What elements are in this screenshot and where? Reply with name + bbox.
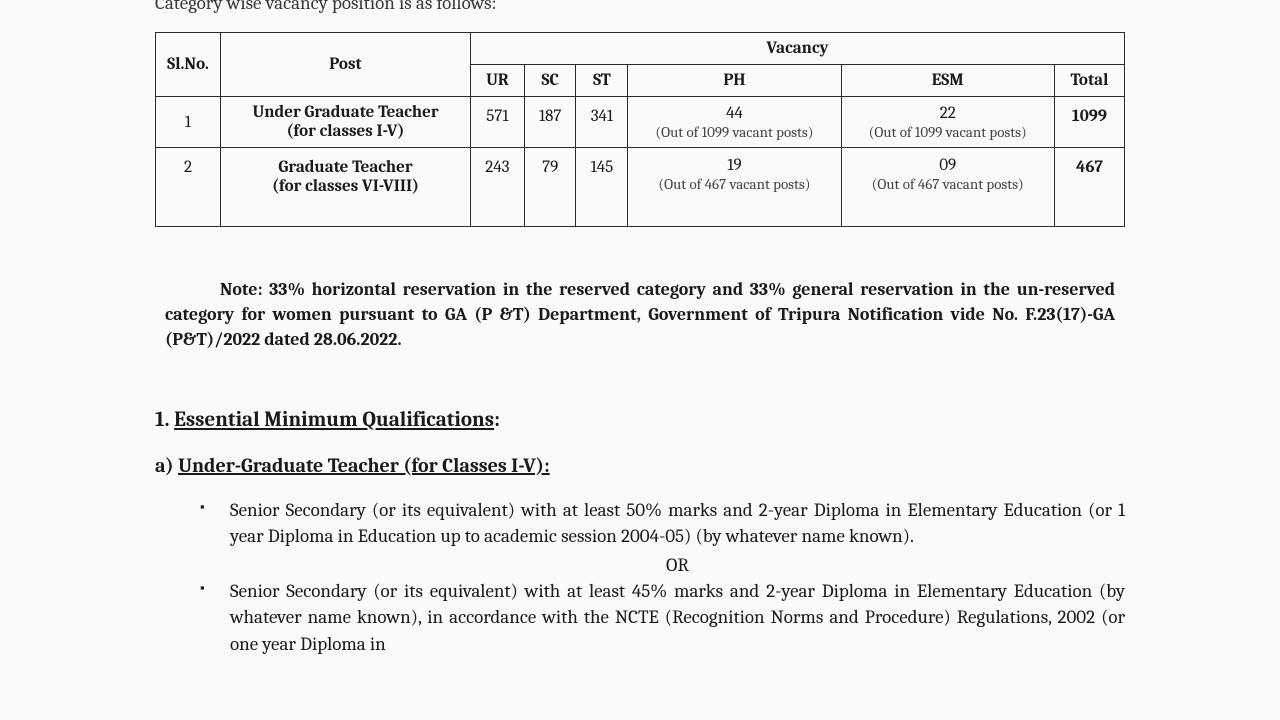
th-slno: Sl.No.	[156, 33, 221, 97]
esm-note: (Out of 1099 vacant posts)	[852, 123, 1044, 141]
note-block: Note: 33% horizontal reservation in the …	[165, 277, 1115, 353]
cell-total: 467	[1054, 148, 1124, 227]
cell-esm: 22 (Out of 1099 vacant posts)	[841, 97, 1054, 148]
vacancy-table: Sl.No. Post Vacancy UR SC ST PH ESM Tota…	[155, 32, 1125, 227]
note-text: 33% horizontal reservation in the reserv…	[165, 279, 1115, 350]
esm-value: 22	[940, 104, 956, 123]
ph-value: 19	[727, 156, 741, 175]
cell-slno: 1	[156, 97, 221, 148]
cell-st: 341	[576, 97, 628, 148]
qualification-list: Senior Secondary (or its equivalent) wit…	[155, 497, 1125, 550]
cell-ur: 571	[471, 97, 525, 148]
sub-heading-a: a) Under-Graduate Teacher (for Classes I…	[155, 454, 1125, 477]
post-line1: Under Graduate Teacher	[231, 103, 460, 122]
cell-ph: 44 (Out of 1099 vacant posts)	[628, 97, 841, 148]
cell-slno: 2	[156, 148, 221, 227]
ph-note: (Out of 1099 vacant posts)	[638, 123, 830, 141]
sub-title: Under-Graduate Teacher (for Classes I-V)…	[178, 454, 550, 477]
note-label: Note:	[220, 279, 262, 300]
th-post: Post	[221, 33, 471, 97]
post-line1: Graduate Teacher	[231, 158, 460, 177]
th-esm: ESM	[841, 65, 1054, 97]
cell-sc: 79	[524, 148, 576, 227]
cell-post: Under Graduate Teacher (for classes I-V)	[221, 97, 471, 148]
cell-ur: 243	[471, 148, 525, 227]
th-ph: PH	[628, 65, 841, 97]
esm-value: 09	[939, 156, 956, 175]
cell-total: 1099	[1054, 97, 1124, 148]
list-item: Senior Secondary (or its equivalent) wit…	[200, 497, 1125, 550]
post-line2: (for classes I-V)	[231, 122, 460, 141]
table-row: 2 Graduate Teacher (for classes VI-VIII)…	[156, 148, 1125, 227]
th-total: Total	[1054, 65, 1124, 97]
cell-esm: 09 (Out of 467 vacant posts)	[841, 148, 1054, 227]
section-colon: :	[494, 408, 500, 432]
cell-st: 145	[576, 148, 628, 227]
cell-sc: 187	[524, 97, 576, 148]
th-sc: SC	[524, 65, 576, 97]
intro-text: Category wise vacancy position is as fol…	[155, 0, 1125, 14]
or-separator: OR	[155, 554, 1125, 576]
list-item: Senior Secondary (or its equivalent) wit…	[200, 578, 1125, 658]
sub-prefix: a)	[155, 454, 178, 477]
qualification-list: Senior Secondary (or its equivalent) wit…	[155, 578, 1125, 658]
cell-post: Graduate Teacher (for classes VI-VIII)	[221, 148, 471, 227]
th-vacancy: Vacancy	[471, 33, 1125, 65]
th-ur: UR	[471, 65, 525, 97]
esm-note: (Out of 467 vacant posts)	[852, 175, 1044, 193]
ph-note: (Out of 467 vacant posts)	[638, 175, 830, 193]
ph-value: 44	[726, 104, 743, 123]
section-num: 1.	[155, 408, 174, 432]
post-line2: (for classes VI-VIII)	[231, 177, 460, 196]
section-heading-qualifications: 1. Essential Minimum Qualifications:	[155, 408, 1125, 432]
cell-ph: 19 (Out of 467 vacant posts)	[628, 148, 841, 227]
table-row: 1 Under Graduate Teacher (for classes I-…	[156, 97, 1125, 148]
th-st: ST	[576, 65, 628, 97]
section-title: Essential Minimum Qualifications	[174, 408, 494, 432]
